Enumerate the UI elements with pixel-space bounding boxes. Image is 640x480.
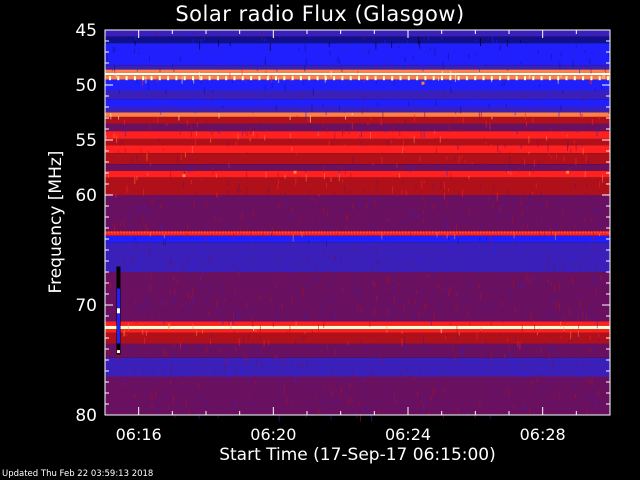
frequency-band [105, 164, 610, 171]
frequency-band [105, 357, 610, 377]
frequency-band [105, 72, 610, 76]
frequency-band [105, 36, 610, 44]
frequency-band [105, 116, 610, 124]
frequency-band [105, 329, 610, 333]
frequency-band [105, 195, 610, 212]
frequency-band [105, 153, 610, 165]
x-axis-label: Start Time (17-Sep-17 06:15:00) [219, 445, 496, 465]
y-tick-label: 80 [75, 406, 97, 426]
y-tick-label: 45 [75, 21, 97, 41]
frequency-band [105, 235, 610, 243]
noise-texture [105, 30, 611, 422]
frequency-band [105, 99, 610, 107]
bright-spot [421, 81, 425, 85]
frequency-band [105, 145, 610, 154]
frequency-band [105, 138, 610, 146]
frequency-band [105, 30, 610, 37]
frequency-band [105, 43, 610, 66]
frequency-band [105, 177, 610, 195]
x-tick-label: 06:24 [385, 425, 431, 444]
x-tick-label: 06:20 [250, 425, 296, 444]
frequency-band [105, 131, 610, 139]
y-tick-label: 70 [75, 296, 97, 316]
plot-area [105, 30, 611, 422]
x-tick-label: 06:16 [116, 425, 162, 444]
frequency-band [105, 75, 610, 80]
frequency-band [105, 112, 610, 117]
x-tick-label: 06:28 [520, 425, 566, 444]
chart-title: Solar radio Flux (Glasgow) [175, 2, 465, 26]
updated-timestamp: Updated Thu Feb 22 03:59:13 2018 [2, 469, 154, 479]
frequency-band [105, 321, 610, 326]
plot-frame [104, 29, 611, 416]
y-tick-label: 55 [75, 131, 97, 151]
y-tick-label: 50 [75, 76, 97, 96]
periodic-markers [109, 76, 609, 81]
frequency-band [105, 211, 610, 232]
frequency-band [105, 242, 610, 272]
frequency-band [105, 325, 610, 330]
frequency-band [105, 332, 610, 344]
vertical-burst [116, 266, 121, 355]
frequency-band [105, 90, 610, 100]
frequency-band [105, 107, 610, 113]
frequency-band [105, 376, 610, 415]
frequency-band [105, 231, 610, 236]
frequency-band [105, 65, 610, 70]
frequency-band [105, 79, 610, 91]
axes: 45 50 55 60 70 80 06:16 06:20 06:24 06:28 [75, 21, 611, 444]
frequency-band [105, 299, 610, 322]
frequency-band [105, 170, 610, 178]
bright-spot [293, 170, 297, 174]
y-tick-label: 60 [75, 186, 97, 206]
bright-spot [182, 174, 186, 178]
bright-spot [566, 170, 570, 174]
frequency-band [105, 343, 610, 358]
band-ripple [105, 231, 611, 234]
frequency-band [105, 123, 610, 132]
